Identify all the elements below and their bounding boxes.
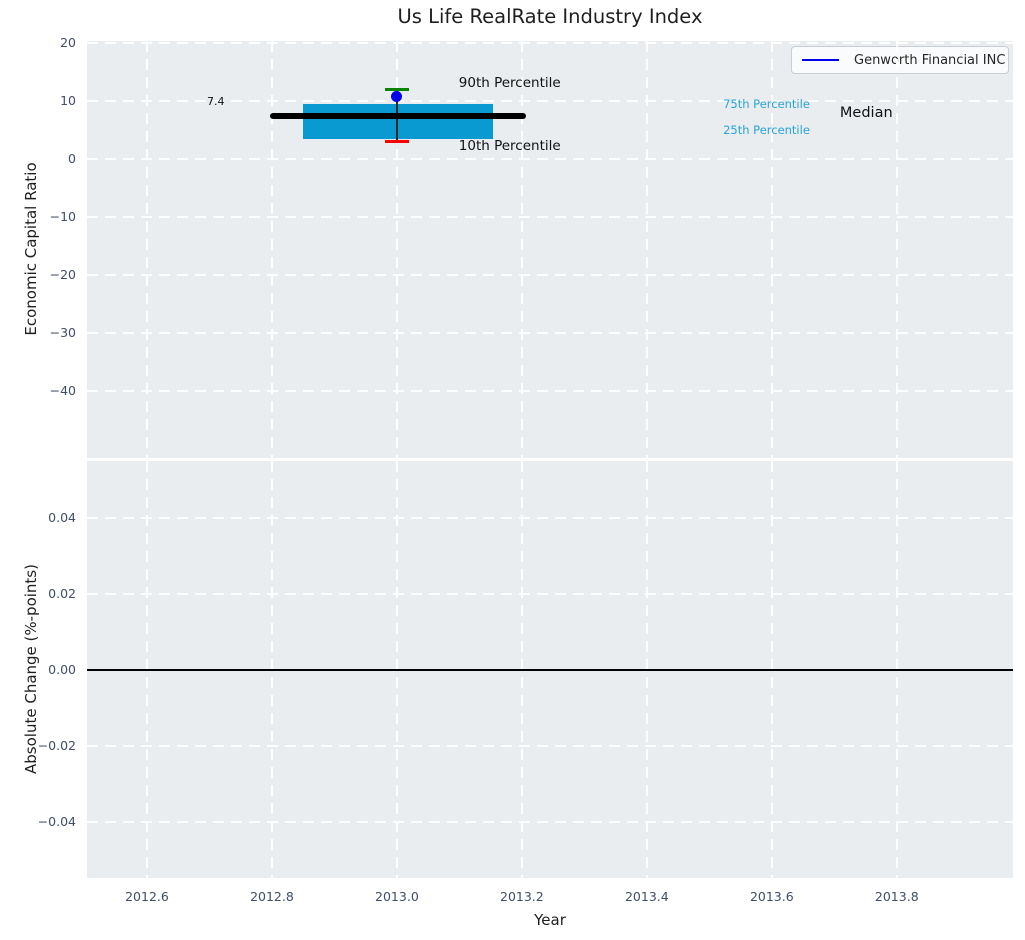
legend: Genworth Financial INC	[791, 46, 1009, 74]
zero-reference-line	[87, 669, 1013, 671]
interquartile-box	[303, 104, 493, 139]
gridline-horizontal	[87, 216, 1013, 218]
x-tick-label: 2013.4	[612, 889, 682, 904]
p10-cap	[385, 140, 409, 143]
gridline-horizontal	[87, 274, 1013, 276]
gridline-horizontal	[87, 100, 1013, 102]
annotation-7-4: 7.4	[207, 95, 225, 108]
gridline-horizontal	[87, 158, 1013, 160]
annotation-10th-percentile: 10th Percentile	[459, 138, 561, 154]
annotation-median: Median	[840, 105, 893, 121]
annotation-90th-percentile: 90th Percentile	[459, 75, 561, 91]
legend-line-sample	[802, 59, 839, 62]
y-axis-label-top: Economic Capital Ratio	[22, 162, 40, 335]
y-tick-label: 20	[0, 35, 76, 51]
annotation-75th-percentile: 75th Percentile	[723, 97, 810, 111]
y-tick-label: −0.02	[0, 738, 76, 754]
x-tick-label: 2013.8	[862, 889, 932, 904]
gridline-horizontal	[87, 42, 1013, 44]
plot-area-absolute-change	[87, 461, 1013, 878]
legend-label: Genworth Financial INC	[854, 53, 1005, 68]
x-tick-label: 2012.8	[237, 889, 307, 904]
y-tick-label: 0.00	[0, 662, 76, 678]
gridline-horizontal	[87, 332, 1013, 334]
chart-title: Us Life RealRate Industry Index	[87, 5, 1013, 28]
gridline-vertical	[146, 41, 148, 458]
annotation-25th-percentile: 25th Percentile	[723, 123, 810, 137]
y-tick-label: 0.02	[0, 586, 76, 602]
y-tick-label: 0	[0, 151, 76, 167]
gridline-horizontal	[87, 593, 1013, 595]
y-tick-label: −0.04	[0, 814, 76, 830]
gridline-vertical	[521, 41, 523, 458]
x-tick-label: 2013.0	[362, 889, 432, 904]
plot-area-economic-capital-ratio: Genworth Financial INC 90th Percentile 10…	[87, 41, 1013, 458]
y-tick-label: 10	[0, 93, 76, 109]
x-tick-label: 2013.2	[487, 889, 557, 904]
median-line	[270, 113, 526, 120]
gridline-vertical	[646, 41, 648, 458]
figure: Us Life RealRate Industry Index Economic…	[0, 0, 1025, 940]
y-tick-label: −10	[0, 209, 76, 225]
gridline-horizontal	[87, 821, 1013, 823]
gridline-horizontal	[87, 517, 1013, 519]
y-tick-label: −30	[0, 325, 76, 341]
p90-cap	[385, 88, 409, 91]
y-tick-label: −20	[0, 267, 76, 283]
gridline-vertical	[896, 41, 898, 458]
gridline-horizontal	[87, 390, 1013, 392]
y-tick-label: 0.04	[0, 510, 76, 526]
x-tick-label: 2013.6	[737, 889, 807, 904]
x-tick-label: 2012.6	[112, 889, 182, 904]
gridline-vertical	[271, 41, 273, 458]
y-tick-label: −40	[0, 383, 76, 399]
gridline-horizontal	[87, 745, 1013, 747]
x-axis-label: Year	[87, 911, 1013, 929]
